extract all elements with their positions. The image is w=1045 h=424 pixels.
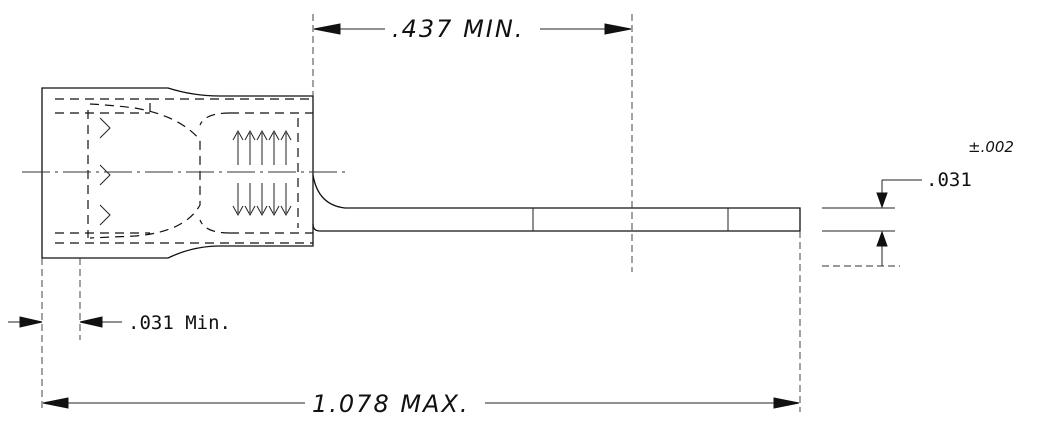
insulation-sleeve-outline <box>41 87 314 259</box>
label-overall-length: 1.078 MAX. <box>312 390 470 418</box>
label-437-min: .437 MIN. <box>392 15 524 43</box>
crimp-serrations <box>232 129 292 217</box>
barrel-hidden-lines <box>55 98 313 244</box>
label-thickness: .031 <box>926 169 972 191</box>
pin-contact-outline <box>312 174 801 232</box>
dimension-overall-length: 1.078 MAX. <box>42 231 801 418</box>
dimension-thickness: .031 ±.002 <box>822 138 1014 267</box>
label-thickness-tolerance: ±.002 <box>968 138 1014 156</box>
dimension-031-min: .031 Min. <box>8 258 231 412</box>
label-031-min: .031 Min. <box>128 312 231 334</box>
dimension-437-min: .437 MIN. <box>312 14 633 272</box>
